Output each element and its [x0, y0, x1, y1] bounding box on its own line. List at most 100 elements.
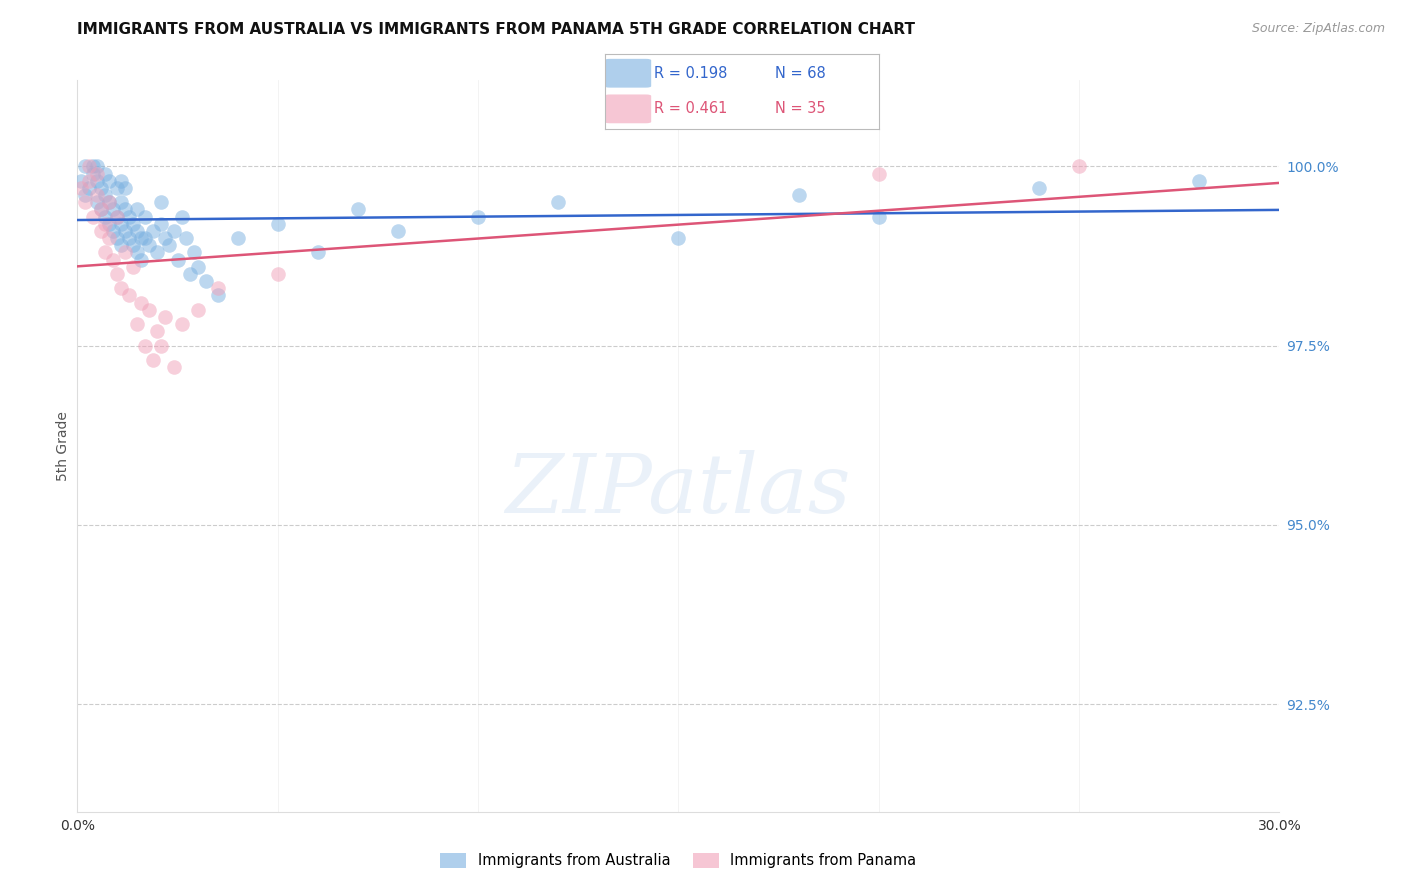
Point [150, 217, 173, 231]
Point [307, 245, 329, 260]
Point [114, 202, 136, 217]
Text: IMMIGRANTS FROM AUSTRALIA VS IMMIGRANTS FROM PANAMA 5TH GRADE CORRELATION CHART: IMMIGRANTS FROM AUSTRALIA VS IMMIGRANTS … [77, 22, 915, 37]
Point [118, 210, 141, 224]
Point [122, 260, 145, 274]
Point [138, 302, 160, 317]
Point [75, 188, 97, 202]
Text: N = 68: N = 68 [775, 66, 825, 81]
Point [127, 317, 149, 331]
Point [98, 231, 121, 245]
Point [118, 231, 141, 245]
Point [1188, 174, 1211, 188]
Text: N = 35: N = 35 [775, 102, 825, 116]
Point [131, 252, 153, 267]
Point [142, 353, 165, 368]
Point [159, 238, 181, 252]
Point [146, 245, 169, 260]
Point [127, 224, 149, 238]
Point [107, 181, 129, 195]
Point [150, 195, 173, 210]
Point [70, 181, 93, 195]
Point [114, 181, 136, 195]
Point [162, 360, 184, 375]
Text: R = 0.461: R = 0.461 [654, 102, 727, 116]
Point [94, 210, 117, 224]
Point [110, 217, 132, 231]
Point [98, 174, 121, 188]
Point [150, 338, 173, 352]
Point [86, 188, 108, 202]
Point [98, 195, 121, 210]
Point [267, 267, 290, 281]
Point [127, 245, 149, 260]
Point [70, 174, 93, 188]
Point [207, 281, 229, 295]
Point [134, 210, 156, 224]
Point [170, 210, 193, 224]
Point [75, 195, 97, 210]
Text: R = 0.198: R = 0.198 [654, 66, 727, 81]
Point [103, 202, 125, 217]
Point [82, 159, 104, 173]
Point [547, 195, 569, 210]
Point [174, 231, 197, 245]
FancyBboxPatch shape [605, 95, 651, 123]
Point [90, 202, 112, 217]
Point [131, 295, 153, 310]
Legend: Immigrants from Australia, Immigrants from Panama: Immigrants from Australia, Immigrants fr… [434, 847, 922, 874]
Point [347, 202, 370, 217]
Point [82, 210, 104, 224]
Point [103, 252, 125, 267]
Point [86, 167, 108, 181]
Text: Source: ZipAtlas.com: Source: ZipAtlas.com [1251, 22, 1385, 36]
Point [226, 231, 249, 245]
Point [146, 324, 169, 338]
Point [187, 302, 209, 317]
Point [114, 224, 136, 238]
Point [107, 210, 129, 224]
Point [79, 181, 101, 195]
Point [90, 224, 112, 238]
Point [75, 159, 97, 173]
Point [187, 260, 209, 274]
Point [98, 217, 121, 231]
Point [127, 202, 149, 217]
Point [118, 288, 141, 302]
Point [94, 188, 117, 202]
Point [79, 159, 101, 173]
Point [86, 195, 108, 210]
Point [179, 267, 201, 281]
Point [1069, 159, 1091, 173]
Y-axis label: 5th Grade: 5th Grade [56, 411, 70, 481]
Point [122, 238, 145, 252]
Point [467, 210, 489, 224]
Point [162, 224, 184, 238]
Point [110, 195, 132, 210]
Point [94, 167, 117, 181]
Point [183, 245, 205, 260]
Point [110, 238, 132, 252]
Point [787, 188, 810, 202]
Point [79, 174, 101, 188]
Text: ZIPatlas: ZIPatlas [506, 450, 851, 530]
Point [387, 224, 409, 238]
Point [94, 245, 117, 260]
Point [86, 159, 108, 173]
Point [110, 281, 132, 295]
Point [668, 231, 690, 245]
Point [94, 217, 117, 231]
Point [107, 267, 129, 281]
Point [267, 217, 290, 231]
Point [868, 167, 890, 181]
FancyBboxPatch shape [605, 59, 651, 87]
Point [90, 202, 112, 217]
Point [131, 231, 153, 245]
Point [82, 167, 104, 181]
Point [868, 210, 890, 224]
Point [207, 288, 229, 302]
Point [134, 338, 156, 352]
Point [138, 238, 160, 252]
Point [107, 210, 129, 224]
Point [103, 224, 125, 238]
Point [155, 231, 177, 245]
